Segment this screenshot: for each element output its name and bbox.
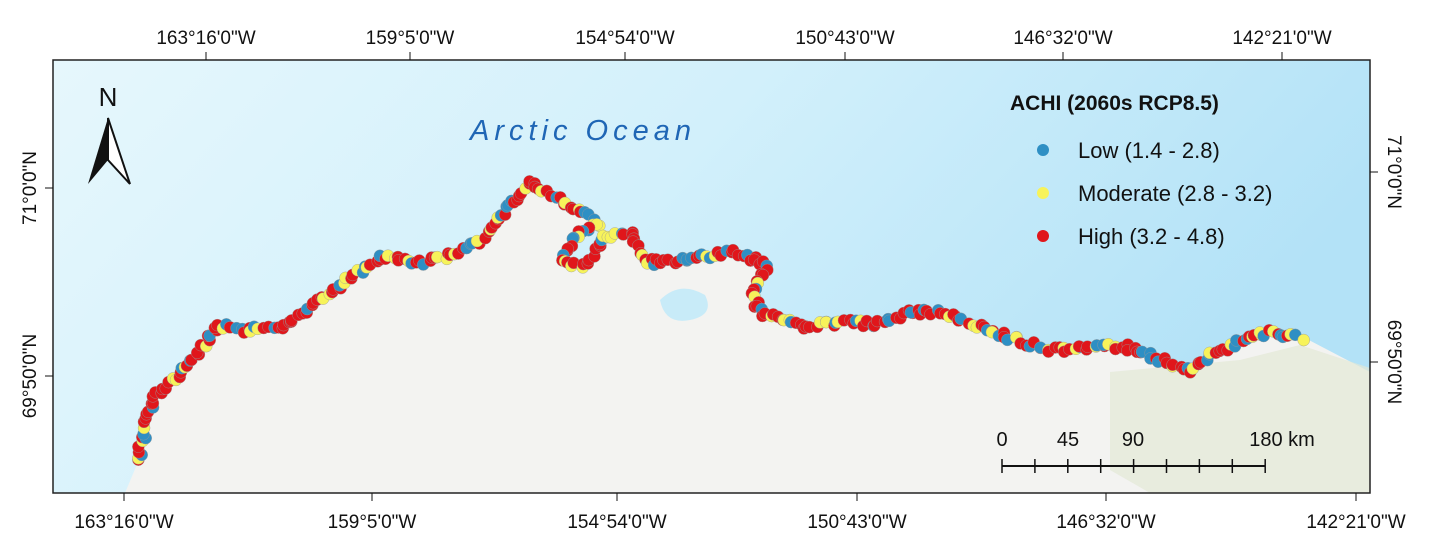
bottom-label: 159°5'0"W <box>328 512 417 533</box>
bottom-label: 142°21'0"W <box>1306 512 1405 533</box>
top-label: 159°5'0"W <box>366 28 455 49</box>
legend-marker <box>1037 230 1049 242</box>
top-label: 163°16'0"W <box>156 28 255 49</box>
arrow-right <box>107 117 131 185</box>
ocean-label: Arctic Ocean <box>468 115 696 147</box>
refuge-area <box>1110 345 1370 493</box>
north-arrow: N <box>88 82 131 185</box>
left-label: 71°0'0"N <box>20 151 41 225</box>
bottom-label: 150°43'0"W <box>807 512 906 533</box>
legend-title: ACHI (2060s RCP8.5) <box>1010 92 1219 115</box>
coast-points <box>132 175 1310 466</box>
north-label: N <box>99 82 118 112</box>
legend: Low (1.4 - 2.8) Moderate (2.8 - 3.2) High … <box>1037 138 1272 249</box>
bottom-label: 154°54'0"W <box>567 512 666 533</box>
scale-label: 180 km <box>1249 429 1315 451</box>
top-label: 154°54'0"W <box>575 28 674 49</box>
legend-label: Moderate (2.8 - 3.2) <box>1078 181 1272 206</box>
top-label: 146°32'0"W <box>1013 28 1112 49</box>
bottom-label: 146°32'0"W <box>1056 512 1155 533</box>
legend-label: Low (1.4 - 2.8) <box>1078 138 1220 163</box>
legend-marker <box>1037 144 1049 156</box>
legend-label: High (3.2 - 4.8) <box>1078 224 1225 249</box>
bottom-label: 163°16'0"W <box>74 512 173 533</box>
coast-point <box>1297 333 1310 347</box>
map-frame <box>52 59 1371 494</box>
arrow-left <box>88 118 108 184</box>
scale-label: 90 <box>1122 429 1144 451</box>
scale-label: 0 <box>996 429 1007 451</box>
top-label: 142°21'0"W <box>1232 28 1331 49</box>
right-label: 71°0'0"N <box>1383 135 1404 209</box>
left-label: 69°50'0"N <box>20 334 41 419</box>
right-label: 69°50'0"N <box>1383 320 1404 405</box>
lake <box>660 288 708 321</box>
scale-bar: 0 45 90 180 km <box>996 429 1315 473</box>
graticule-labels: 163°16'0"W 159°5'0"W 154°54'0"W 150°43'0"W 1… <box>20 28 1406 533</box>
scale-label: 45 <box>1057 429 1079 451</box>
legend-marker <box>1037 187 1049 199</box>
top-label: 150°43'0"W <box>795 28 894 49</box>
